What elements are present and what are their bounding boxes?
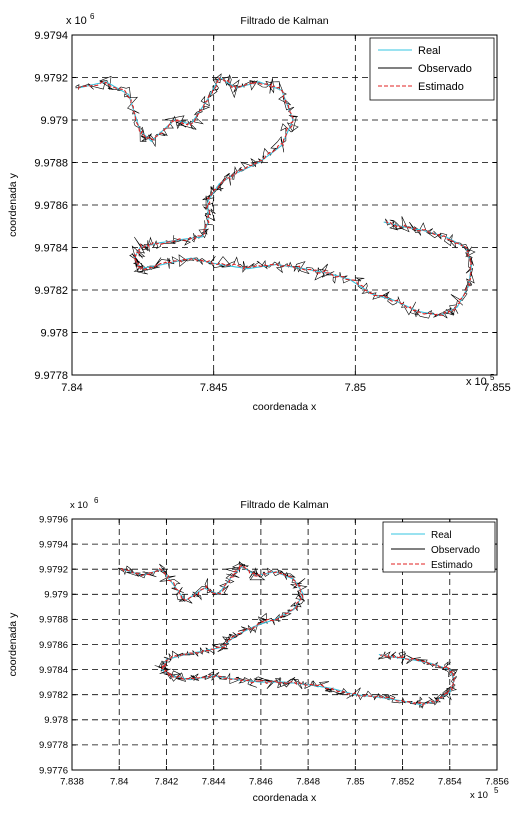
y-tick-label: 9.9788: [39, 615, 68, 626]
x-exponent-power: 5: [494, 786, 499, 795]
series-real-line: [77, 76, 473, 317]
x-exponent-label: x 10: [470, 790, 488, 801]
chart-title: Filtrado de Kalman: [240, 499, 328, 511]
y-tick-label: 9.9782: [39, 690, 68, 701]
y-tick-label: 9.9794: [34, 30, 68, 42]
legend-label-real: Real: [431, 530, 452, 541]
legend-label-estimado: Estimado: [431, 560, 473, 571]
x-tick-label: 7.84: [61, 382, 82, 394]
x-tick-label: 7.842: [155, 777, 179, 788]
x-tick-label: 7.848: [296, 777, 320, 788]
y-exponent-power: 6: [94, 496, 99, 505]
y-tick-label: 9.9776: [39, 765, 68, 776]
chart-title: Filtrado de Kalman: [240, 15, 328, 27]
y-exponent-power: 6: [90, 12, 95, 21]
y-tick-label: 9.978: [40, 327, 68, 339]
y-tick-label: 9.9788: [34, 157, 68, 169]
y-tick-label: 9.9786: [34, 200, 68, 212]
x-tick-label: 7.855: [483, 382, 511, 394]
x-tick-label: 7.856: [485, 777, 509, 788]
x-tick-label: 7.845: [200, 382, 228, 394]
legend-box: [382, 521, 496, 573]
x-axis-label: coordenada x: [253, 401, 317, 413]
x-tick-label: 7.84: [110, 777, 129, 788]
series-observado-line: [75, 73, 476, 319]
legend-label-real: Real: [418, 45, 441, 57]
y-tick-label: 9.9792: [34, 72, 68, 84]
x-exponent-label: x 10: [466, 376, 487, 388]
y-axis-label: coordenada y: [7, 612, 19, 676]
legend-label-observado: Observado: [418, 63, 472, 75]
y-tick-label: 9.9792: [39, 565, 68, 576]
y-tick-label: 9.9784: [39, 665, 68, 676]
legend-label-observado: Observado: [431, 545, 480, 556]
x-tick-label: 7.846: [249, 777, 273, 788]
y-tick-label: 9.9784: [34, 242, 68, 254]
series-estimado-line: [120, 565, 456, 707]
x-tick-label: 7.838: [60, 777, 84, 788]
legend: Real Observado Estimado: [369, 37, 495, 101]
y-tick-label: 9.9782: [34, 285, 68, 297]
y-tick-label: 9.9786: [39, 640, 68, 651]
y-tick-label: 9.9778: [39, 740, 68, 751]
y-tick-label: 9.978: [44, 715, 68, 726]
y-tick-label: 9.9796: [39, 514, 68, 525]
y-tick-label: 9.979: [44, 590, 68, 601]
chart-2: 7.838 7.84 7.842 7.844 7.846 7.848 7.85 7.852 7.…: [7, 496, 509, 804]
series-observado-line: [117, 560, 458, 709]
x-tick-label: 7.85: [345, 382, 366, 394]
y-tick-label: 9.9778: [34, 370, 68, 382]
chart-1: 7.84 7.845 7.85 7.855 9.9778 9.978 9.9782 9.978…: [7, 12, 511, 413]
y-exponent-label: x 10: [66, 15, 87, 27]
legend: Real Observado Estimado: [382, 521, 496, 573]
legend-box: [369, 37, 495, 101]
y-axis-label: coordenada y: [7, 172, 19, 236]
y-tick-label: 9.979: [40, 115, 68, 127]
series-estimado-line: [77, 76, 472, 317]
y-tick-label: 9.9794: [39, 539, 68, 550]
x-tick-label: 7.85: [346, 777, 365, 788]
x-tick-label: 7.854: [438, 777, 462, 788]
x-tick-label: 7.852: [391, 777, 415, 788]
x-exponent-power: 5: [490, 373, 495, 382]
legend-label-estimado: Estimado: [418, 81, 464, 93]
x-tick-label: 7.844: [202, 777, 226, 788]
x-axis-label: coordenada x: [253, 792, 317, 804]
y-exponent-label: x 10: [70, 500, 88, 511]
